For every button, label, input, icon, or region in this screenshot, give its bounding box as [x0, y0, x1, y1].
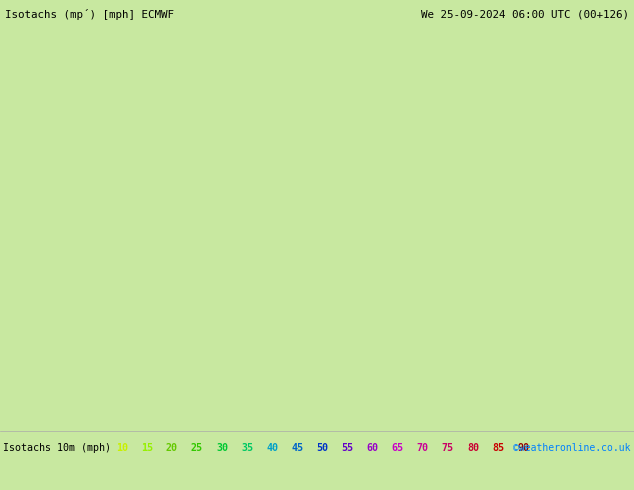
Text: 65: 65	[392, 443, 404, 453]
Text: 40: 40	[266, 443, 278, 453]
Text: 25: 25	[191, 443, 203, 453]
Text: Isotachs (mṕ) [mph] ECMWF: Isotachs (mṕ) [mph] ECMWF	[5, 9, 174, 21]
Text: Isotachs 10m (mph): Isotachs 10m (mph)	[3, 443, 111, 453]
Text: 20: 20	[166, 443, 178, 453]
Text: 45: 45	[291, 443, 303, 453]
Text: 60: 60	[366, 443, 378, 453]
Text: 10: 10	[116, 443, 127, 453]
Text: 55: 55	[342, 443, 354, 453]
Text: 85: 85	[492, 443, 504, 453]
Text: 50: 50	[316, 443, 328, 453]
Text: ©weatheronline.co.uk: ©weatheronline.co.uk	[514, 443, 631, 453]
Text: 90: 90	[517, 443, 529, 453]
Text: 15: 15	[141, 443, 153, 453]
Text: 70: 70	[417, 443, 429, 453]
Text: 30: 30	[216, 443, 228, 453]
Text: 80: 80	[467, 443, 479, 453]
Text: 35: 35	[241, 443, 253, 453]
Text: 75: 75	[442, 443, 454, 453]
Text: We 25-09-2024 06:00 UTC (00+126): We 25-09-2024 06:00 UTC (00+126)	[421, 9, 629, 20]
